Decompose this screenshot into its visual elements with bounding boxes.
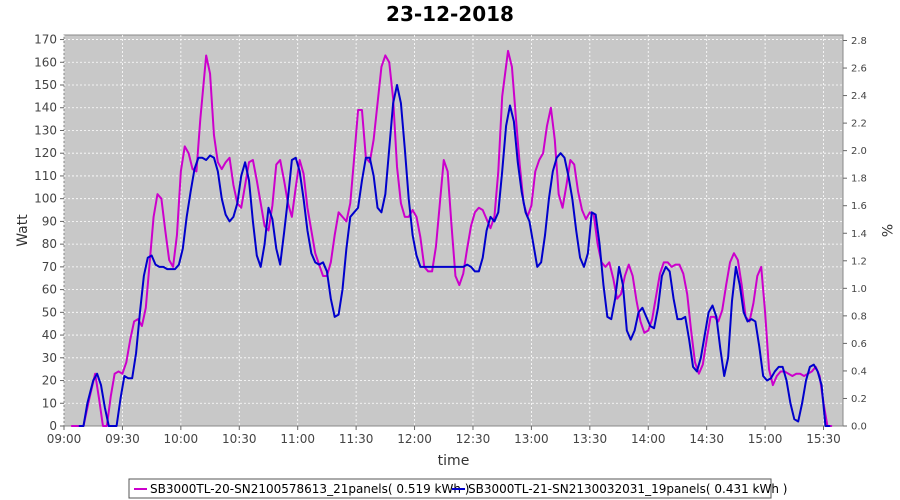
x-tick-label: 13:00 [514,432,549,446]
x-tick-label: 15:30 [806,432,841,446]
y-tick-label: 40 [42,328,57,342]
legend-label-series-2: SB3000TL-21-SN2130032031_19panels( 0.431… [468,482,787,496]
y2-tick-label: 2.0 [851,146,867,157]
x-tick-label: 14:00 [631,432,666,446]
plot-area [63,34,844,427]
y2-tick-label: 0.8 [851,311,867,322]
y-tick-label: 60 [42,283,57,297]
y-tick-label: 160 [34,55,57,69]
y2-tick-label: 2.6 [851,64,867,75]
y2-tick-label: 0.0 [851,422,867,433]
y-tick-label: 120 [34,146,57,160]
x-tick-label: 10:30 [222,432,257,446]
y-tick-label: 20 [42,374,57,388]
legend-label-series-1: SB3000TL-20-SN2100578613_21panels( 0.519… [150,482,469,496]
y-tick-label: 90 [42,214,57,228]
y2-tick-label: 0.4 [851,366,867,377]
x-tick-label: 10:00 [164,432,199,446]
y-tick-label: 150 [34,78,57,92]
y2-axis-ticks: 0.0 0.2 0.4 0.6 0.8 1.0 1.2 1.4 1.6 1.8 2.0 2.2 2.4 2… [843,36,867,433]
legend-box [128,478,772,499]
x-tick-label: 13:30 [573,432,608,446]
legend: SB3000TL-20-SN2100578613_21panels( 0.519… [128,478,787,499]
y-axis-label: Watt [15,214,31,247]
y2-tick-label: 1.8 [851,174,867,185]
y2-tick-label: 2.2 [851,119,867,130]
y2-tick-label: 1.6 [851,201,867,212]
y-tick-label: 0 [49,419,57,433]
series-line-2 [78,84,831,427]
x-tick-label: 11:00 [280,432,315,446]
y-tick-label: 170 [34,33,57,47]
x-tick-label: 12:00 [397,432,432,446]
y2-tick-label: 0.6 [851,339,867,350]
y-tick-label: 70 [42,260,57,274]
x-tick-label: 09:00 [47,432,82,446]
grid-lines [63,35,843,426]
y-tick-label: 80 [42,237,57,251]
y-tick-label: 50 [42,305,57,319]
y2-tick-label: 0.2 [851,394,867,405]
x-tick-label: 14:30 [689,432,724,446]
x-tick-label: 12:30 [456,432,491,446]
y2-tick-label: 1.2 [851,256,867,267]
y-tick-label: 100 [34,192,57,206]
y-tick-label: 140 [34,101,57,115]
x-tick-label: 11:30 [339,432,374,446]
y2-axis-label: % [878,224,894,237]
y2-tick-label: 1.0 [851,284,867,295]
series-lines [70,49,833,427]
x-tick-label: 09:30 [105,432,140,446]
x-axis-ticks: 09:00 09:30 10:00 10:30 11:00 11:30 12:00 12:30… [47,426,841,446]
y-axis-ticks: 0 10 20 30 40 50 60 70 80 90 100 110 120 130 140 150 160… [34,33,64,433]
y-tick-label: 110 [34,169,57,183]
series-line-1 [70,49,833,427]
y-tick-label: 130 [34,123,57,137]
y-tick-label: 30 [42,351,57,365]
x-axis-label: time [438,453,470,469]
x-tick-label: 15:00 [748,432,783,446]
y2-tick-label: 2.8 [851,36,867,47]
y2-tick-label: 1.4 [851,229,867,240]
chart-title: 23-12-2018 [386,2,514,26]
y2-tick-label: 2.4 [851,91,867,102]
y-tick-label: 10 [42,396,57,410]
